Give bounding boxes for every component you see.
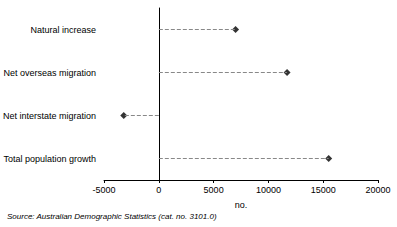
svg-text:20000: 20000 (365, 185, 390, 195)
svg-text:Total population growth: Total population growth (3, 154, 96, 164)
svg-text:5000: 5000 (204, 185, 224, 195)
svg-text:15000: 15000 (311, 185, 336, 195)
svg-text:Source: Australian Demographic: Source: Australian Demographic Statistic… (7, 212, 217, 221)
svg-text:10000: 10000 (256, 185, 281, 195)
svg-text:0: 0 (156, 185, 161, 195)
svg-text:Net interstate migration: Net interstate migration (3, 111, 96, 121)
svg-text:no.: no. (235, 200, 248, 210)
svg-text:Net overseas migration: Net overseas migration (3, 68, 96, 78)
svg-text:Natural increase: Natural increase (31, 25, 97, 35)
svg-text:-5000: -5000 (93, 185, 116, 195)
